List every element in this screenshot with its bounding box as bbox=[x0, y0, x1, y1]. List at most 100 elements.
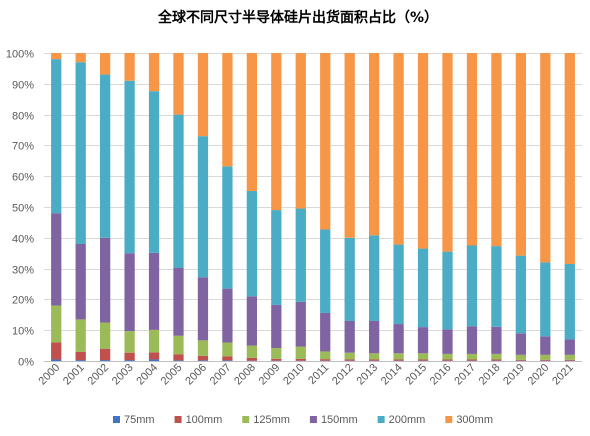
y-tick-label: 100% bbox=[6, 49, 34, 61]
x-tick-label: 2019 bbox=[501, 362, 527, 388]
bar-stack-2007 bbox=[222, 53, 233, 361]
x-tick-label: 2000 bbox=[37, 362, 63, 388]
bar-segment-125mm bbox=[173, 335, 184, 355]
bar-segment-200mm bbox=[173, 114, 184, 268]
bar-segment-300mm bbox=[417, 53, 429, 249]
legend-item-150mm: 150mm bbox=[309, 414, 358, 426]
bar-segment-150mm bbox=[393, 324, 404, 354]
bar-segment-300mm bbox=[246, 53, 257, 191]
x-tick-label: 2014 bbox=[379, 362, 405, 388]
bar-segment-200mm bbox=[100, 74, 111, 238]
bar-segment-150mm bbox=[51, 213, 62, 306]
bar-segment-75mm bbox=[173, 360, 184, 361]
bar-segment-100mm bbox=[295, 358, 306, 361]
bar-segment-150mm bbox=[466, 326, 478, 354]
x-tick-label: 2003 bbox=[110, 362, 136, 388]
bar-segment-300mm bbox=[51, 53, 62, 60]
bar-segment-300mm bbox=[271, 53, 282, 211]
bar-segment-125mm bbox=[540, 354, 551, 360]
bar-segment-150mm bbox=[320, 312, 331, 352]
bar-segment-300mm bbox=[564, 53, 575, 264]
bar-stack-2004 bbox=[148, 53, 160, 361]
bar-segment-200mm bbox=[197, 136, 209, 278]
legend-item-300mm: 300mm bbox=[445, 414, 493, 426]
bar-segment-300mm bbox=[369, 53, 380, 236]
bar-segment-300mm bbox=[442, 53, 453, 252]
legend-label: 200mm bbox=[389, 414, 426, 426]
bar-segment-75mm bbox=[197, 360, 209, 361]
legend-item-100mm: 100mm bbox=[174, 414, 222, 426]
bar-stack-2020 bbox=[540, 53, 551, 361]
bar-segment-150mm bbox=[417, 327, 429, 354]
bar-segment-75mm bbox=[222, 360, 233, 361]
bar-segment-200mm bbox=[271, 210, 282, 305]
bar-segment-125mm bbox=[320, 351, 331, 360]
legend-swatch bbox=[242, 416, 250, 423]
bar-segment-300mm bbox=[222, 53, 233, 167]
bar-segment-100mm bbox=[222, 356, 233, 361]
bar-segment-300mm bbox=[320, 53, 331, 230]
bar-segment-300mm bbox=[100, 53, 111, 75]
bar-stack-2018 bbox=[491, 53, 502, 361]
bar-stack-2008 bbox=[246, 53, 257, 361]
bar-segment-200mm bbox=[466, 245, 478, 327]
bar-segment-300mm bbox=[148, 53, 160, 92]
bar-segment-75mm bbox=[75, 360, 86, 361]
x-tick-label: 2010 bbox=[281, 362, 307, 388]
bar-segment-125mm bbox=[75, 319, 86, 352]
legend-swatch bbox=[174, 416, 182, 423]
bar-stack-2021 bbox=[564, 53, 575, 361]
legend-swatch bbox=[445, 416, 453, 423]
bar-segment-125mm bbox=[197, 340, 209, 356]
bar-segment-200mm bbox=[393, 244, 404, 325]
y-tick-label: 60% bbox=[12, 172, 34, 184]
legend-item-200mm: 200mm bbox=[377, 414, 426, 426]
bar-segment-200mm bbox=[417, 248, 429, 328]
x-tick-label: 2012 bbox=[330, 362, 356, 388]
bar-stack-2010 bbox=[295, 53, 306, 361]
bar-segment-125mm bbox=[246, 345, 257, 358]
bar-segment-300mm bbox=[173, 53, 184, 115]
bar-stack-2002 bbox=[100, 53, 111, 361]
bar-segment-125mm bbox=[271, 348, 282, 359]
x-tick-label: 2018 bbox=[477, 362, 503, 388]
x-tick-label: 2004 bbox=[134, 362, 160, 388]
bar-segment-75mm bbox=[124, 360, 135, 361]
x-tick-label: 2011 bbox=[306, 362, 331, 387]
bar-stack-2011 bbox=[320, 53, 331, 361]
y-tick-label: 90% bbox=[12, 80, 34, 92]
bar-segment-125mm bbox=[344, 352, 355, 360]
bar-segment-200mm bbox=[344, 237, 355, 321]
bar-segment-300mm bbox=[393, 53, 404, 245]
y-tick-label: 30% bbox=[12, 265, 34, 277]
x-tick-label: 2013 bbox=[354, 362, 380, 388]
legend-item-75mm: 75mm bbox=[113, 414, 155, 426]
x-tick-label: 2008 bbox=[232, 362, 258, 388]
legend-label: 300mm bbox=[456, 414, 493, 426]
legend-swatch bbox=[377, 416, 385, 423]
bar-segment-200mm bbox=[564, 263, 575, 340]
x-axis-ticks: 2000200120022003200420052006200720082009… bbox=[37, 362, 576, 388]
bar-segment-125mm bbox=[564, 354, 575, 360]
bar-segment-300mm bbox=[295, 53, 306, 209]
bar-stack-2003 bbox=[124, 53, 135, 361]
bar-segment-75mm bbox=[100, 360, 111, 361]
bar-segment-100mm bbox=[51, 342, 62, 360]
bar-segment-125mm bbox=[466, 353, 478, 360]
bar-segment-125mm bbox=[417, 353, 429, 360]
y-tick-label: 50% bbox=[12, 203, 34, 215]
bar-segment-125mm bbox=[51, 305, 62, 343]
x-tick-label: 2002 bbox=[85, 362, 111, 388]
bar-segment-125mm bbox=[100, 322, 111, 349]
bar-segment-150mm bbox=[100, 237, 111, 323]
bar-segment-100mm bbox=[271, 358, 282, 361]
bar-segment-75mm bbox=[51, 359, 62, 361]
legend-label: 150mm bbox=[321, 414, 358, 426]
legend-item-125mm: 125mm bbox=[242, 414, 290, 426]
x-tick-label: 2021 bbox=[550, 362, 576, 388]
bar-stack-2017 bbox=[466, 53, 478, 361]
bar-segment-200mm bbox=[51, 59, 62, 214]
bar-stack-2012 bbox=[344, 53, 355, 361]
bar-segment-150mm bbox=[173, 267, 184, 336]
